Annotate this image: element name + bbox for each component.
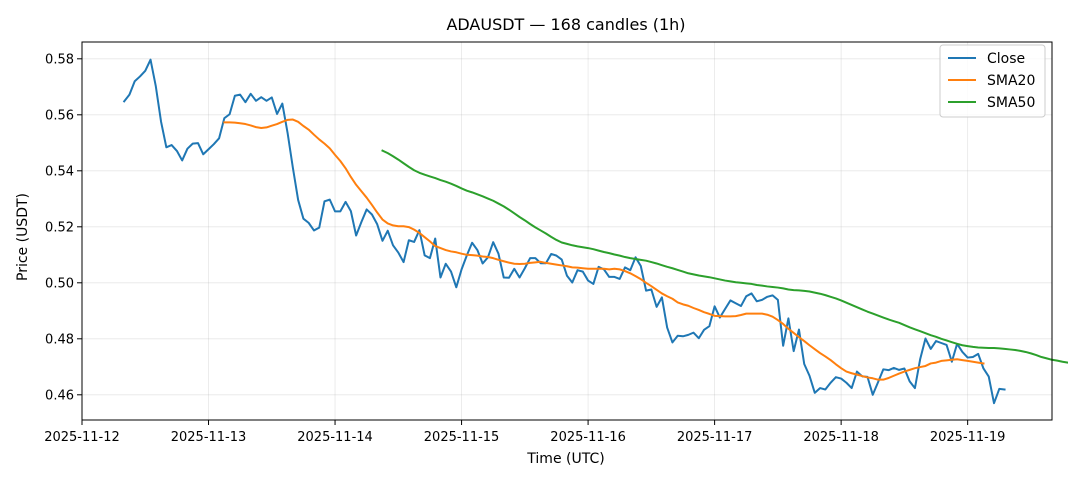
series-line-sma50 — [381, 149, 1068, 364]
legend-label-sma20: SMA20 — [987, 73, 1035, 89]
x-tick-label: 2025-11-13 — [171, 430, 247, 445]
plot-series — [122, 58, 1068, 405]
x-tick-label: 2025-11-18 — [803, 430, 879, 445]
legend-box — [939, 44, 1046, 118]
x-tick-label: 2025-11-14 — [297, 430, 373, 445]
grid-lines — [81, 42, 1052, 420]
legend-label-close: Close — [987, 51, 1025, 67]
x-tick-label: 2025-11-19 — [930, 430, 1006, 445]
y-tick-label: 0.58 — [45, 52, 74, 67]
x-axis-label: Time (UTC) — [526, 451, 604, 467]
y-tick-label: 0.52 — [45, 220, 74, 235]
x-tick-label: 2025-11-15 — [424, 430, 500, 445]
y-axis-label: Price (USDT) — [15, 193, 31, 281]
x-tick-label: 2025-11-17 — [677, 430, 753, 445]
y-axis-ticks: 0.46 0.48 0.50 0.52 0.54 0.56 0.58 — [45, 52, 82, 403]
y-tick-label: 0.54 — [45, 164, 74, 179]
y-tick-label: 0.46 — [45, 388, 74, 403]
y-tick-label: 0.48 — [45, 332, 74, 347]
chart-title: ADAUSDT — 168 candles (1h) — [446, 15, 685, 34]
y-tick-label: 0.56 — [45, 108, 74, 123]
x-tick-label: 2025-11-16 — [550, 430, 626, 445]
x-axis-ticks: 2025-11-12 2025-11-13 2025-11-14 2025-11-15… — [44, 420, 1005, 445]
axes-frame — [81, 41, 1053, 421]
x-tick-label: 2025-11-12 — [44, 430, 120, 445]
series-line-close — [122, 58, 1006, 405]
series-line-sma20 — [223, 118, 985, 381]
legend: Close SMA20 SMA50 — [939, 44, 1046, 118]
legend-label-sma50: SMA50 — [987, 95, 1035, 111]
y-tick-label: 0.50 — [45, 276, 74, 291]
